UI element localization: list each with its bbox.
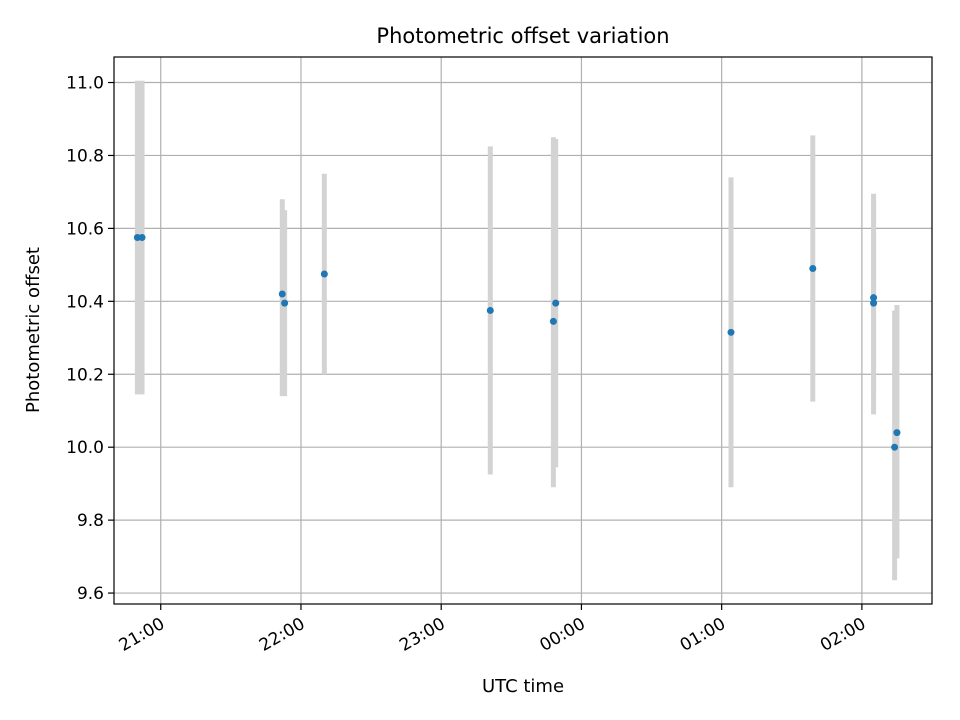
x-tick-label: 23:00 [396, 614, 448, 656]
data-point [809, 265, 817, 273]
data-points [133, 234, 901, 451]
data-point [893, 429, 901, 437]
x-tick-label: 01:00 [677, 614, 729, 656]
y-tick-label: 10.0 [66, 438, 104, 458]
plot-frame [113, 56, 933, 605]
data-point [891, 443, 899, 451]
data-point [552, 299, 560, 307]
data-point [486, 306, 494, 314]
y-tick-label: 9.8 [77, 511, 104, 531]
data-point [281, 299, 289, 307]
data-point [870, 294, 878, 302]
data-point [870, 299, 878, 307]
chart-title: Photometric offset variation [376, 24, 669, 48]
x-tick-label: 00:00 [536, 614, 588, 656]
grid [114, 57, 932, 604]
y-axis-ticks: 9.6 9.8 10.0 10.2 10.4 10.6 10.8 11.0 [66, 74, 114, 604]
y-tick-label: 10.6 [66, 219, 104, 239]
data-point [549, 317, 557, 325]
y-tick-label: 9.6 [77, 584, 104, 604]
x-axis-ticks: 21:00 22:00 23:00 00:00 01:00 02:00 [116, 604, 869, 656]
y-tick-label: 10.2 [66, 365, 104, 385]
x-tick-label: 02:00 [817, 614, 869, 656]
y-axis-label: Photometric offset [23, 247, 44, 413]
y-tick-label: 10.4 [66, 292, 104, 312]
y-tick-label: 10.8 [66, 146, 104, 166]
data-point [138, 234, 146, 242]
x-tick-label: 21:00 [116, 614, 168, 656]
x-axis-label: UTC time [482, 676, 564, 697]
data-point [278, 290, 286, 298]
data-point [320, 270, 328, 278]
y-tick-label: 11.0 [66, 74, 104, 94]
data-point [727, 328, 735, 336]
x-tick-label: 22:00 [256, 614, 308, 656]
